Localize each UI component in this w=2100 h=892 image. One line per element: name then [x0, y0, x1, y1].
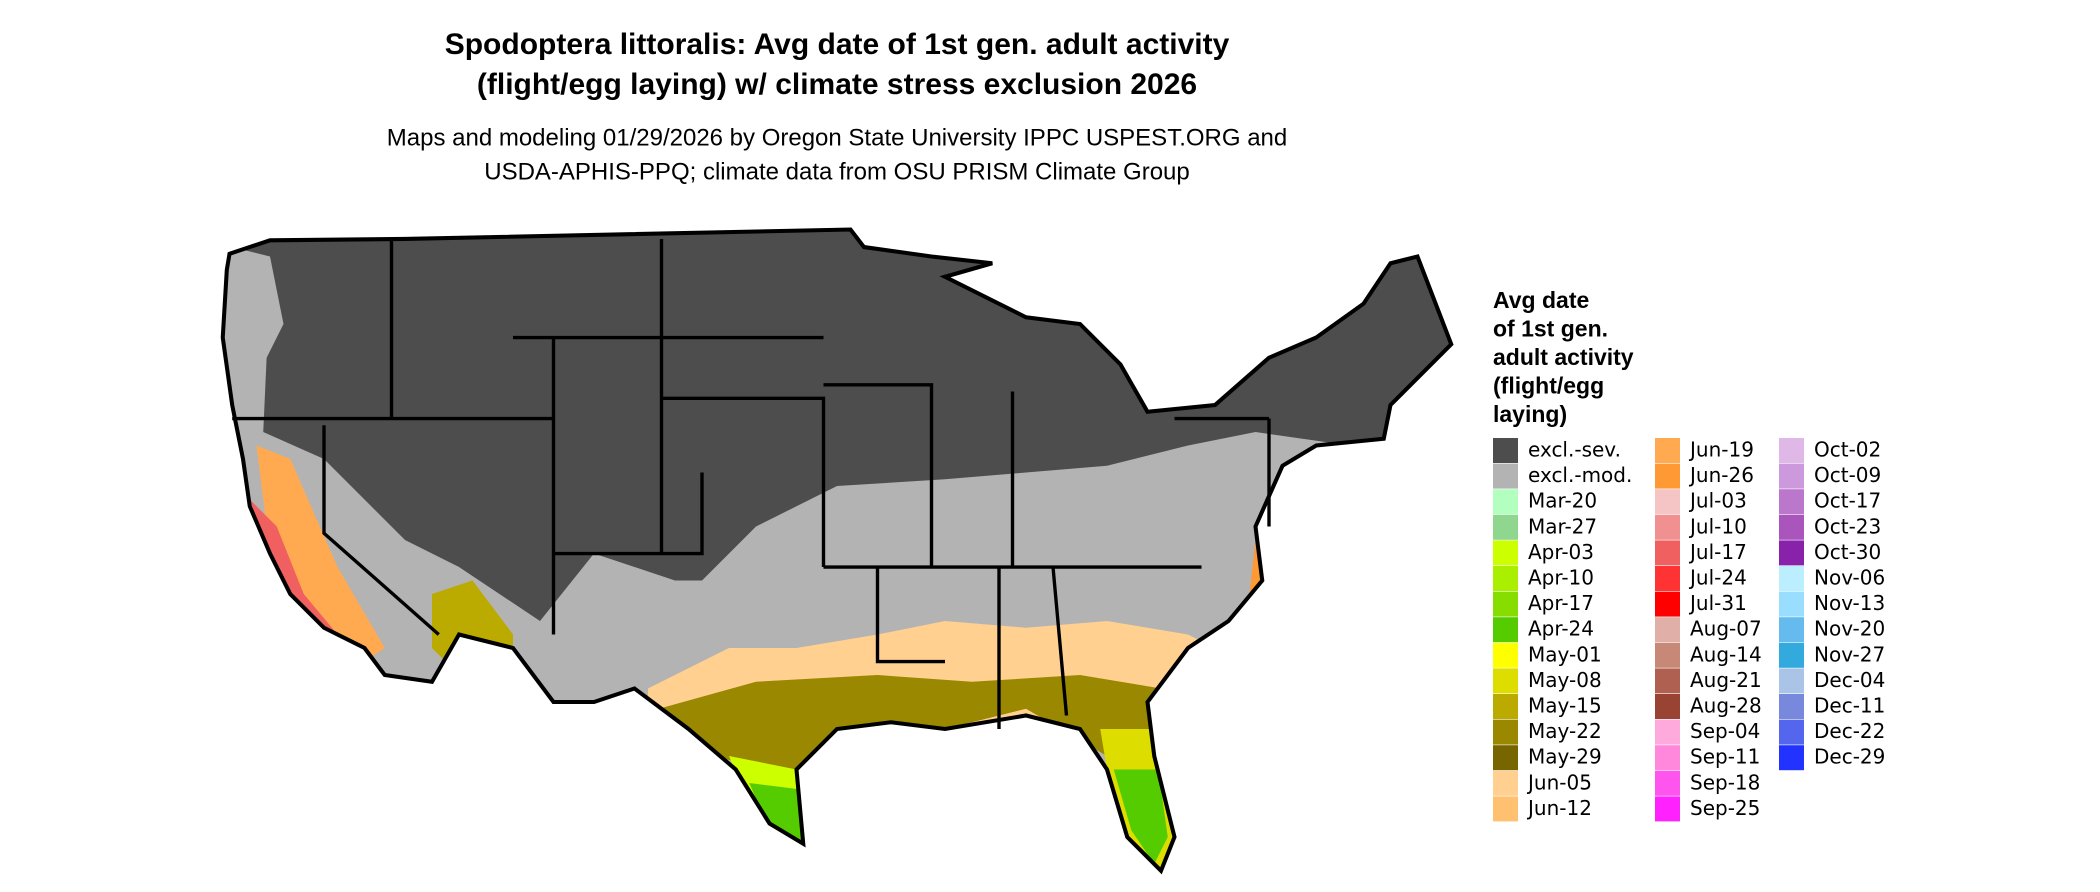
legend-swatch	[1493, 796, 1518, 822]
legend-label: Dec-11	[1814, 694, 1885, 718]
legend-swatch	[1655, 489, 1680, 515]
legend-label: Jun-19	[1688, 438, 1754, 462]
legend-swatch	[1655, 540, 1680, 566]
legend-title: adult activity	[1493, 344, 1634, 370]
legend-swatch	[1779, 514, 1804, 540]
legend-swatch	[1655, 617, 1680, 643]
title: Spodoptera littoralis: Avg date of 1st g…	[445, 28, 1230, 61]
legend-label: Nov-13	[1814, 591, 1885, 615]
legend-label: Sep-04	[1690, 719, 1760, 743]
legend-label: Jun-05	[1526, 770, 1592, 794]
legend-swatch	[1779, 438, 1804, 463]
legend-title: of 1st gen.	[1493, 316, 1608, 342]
legend-swatch	[1655, 668, 1680, 694]
legend-swatch	[1655, 745, 1680, 771]
legend-swatch	[1655, 694, 1680, 719]
legend-label: Mar-20	[1528, 489, 1597, 513]
legend-label: Jul-24	[1688, 566, 1747, 590]
legend-swatch	[1493, 438, 1518, 463]
legend-swatch	[1655, 796, 1680, 822]
legend-swatch	[1779, 719, 1804, 745]
legend-title: laying)	[1493, 401, 1567, 427]
legend-label: May-22	[1528, 719, 1602, 743]
legend-label: Jun-12	[1526, 796, 1592, 820]
legend-swatch	[1493, 463, 1518, 489]
legend-label: Apr-03	[1528, 540, 1594, 564]
legend-swatch	[1493, 770, 1518, 796]
legend-label: Oct-17	[1814, 489, 1881, 513]
legend-label: May-01	[1528, 642, 1602, 666]
legend-label: May-15	[1528, 694, 1602, 718]
legend-swatch	[1655, 719, 1680, 745]
legend-title: Avg date	[1493, 287, 1589, 313]
legend-label: Sep-11	[1690, 745, 1760, 769]
legend-swatch	[1779, 617, 1804, 643]
legend-label: Dec-29	[1814, 745, 1885, 769]
legend-swatch	[1493, 617, 1518, 643]
legend-swatch	[1779, 642, 1804, 668]
legend-swatch	[1655, 438, 1680, 463]
legend-label: Nov-27	[1814, 642, 1885, 666]
legend-swatch	[1779, 489, 1804, 515]
legend-swatch	[1493, 745, 1518, 771]
legend-title: (flight/egg	[1493, 373, 1604, 399]
state-lines	[232, 238, 1271, 730]
legend-swatch	[1779, 566, 1804, 591]
legend-label: Jul-17	[1688, 540, 1747, 564]
legend-swatch	[1655, 514, 1680, 540]
legend-label: Oct-09	[1814, 463, 1881, 487]
legend-label: Oct-02	[1814, 438, 1881, 462]
legend-label: Oct-30	[1814, 540, 1881, 564]
legend-label: excl.-mod.	[1528, 463, 1632, 487]
subtitle: Maps and modeling 01/29/2026 by Oregon S…	[387, 124, 1287, 151]
legend-swatch	[1655, 770, 1680, 796]
legend-label: Dec-04	[1814, 668, 1885, 692]
legend-label: Jun-26	[1688, 463, 1754, 487]
legend-swatch	[1779, 591, 1804, 617]
legend-swatch	[1493, 591, 1518, 617]
legend-swatch	[1655, 463, 1680, 489]
legend-swatch	[1779, 694, 1804, 719]
legend-label: Jul-31	[1688, 591, 1747, 615]
legend-swatch	[1779, 463, 1804, 489]
legend-swatch	[1779, 540, 1804, 566]
legend-label: Sep-18	[1690, 770, 1760, 794]
legend-label: Aug-07	[1690, 617, 1762, 641]
legend-swatch	[1493, 514, 1518, 540]
legend-swatch	[1779, 668, 1804, 694]
legend-swatch	[1655, 566, 1680, 591]
legend-swatch	[1655, 642, 1680, 668]
legend-label: Nov-06	[1814, 566, 1885, 590]
legend-label: excl.-sev.	[1528, 438, 1621, 462]
legend-label: Sep-25	[1690, 796, 1760, 820]
legend-label: Jul-10	[1688, 514, 1747, 538]
legend-label: Mar-27	[1528, 514, 1597, 538]
title: (flight/egg laying) w/ climate stress ex…	[477, 68, 1197, 101]
legend-swatch	[1493, 642, 1518, 668]
legend-label: Oct-23	[1814, 514, 1881, 538]
legend-label: Aug-21	[1690, 668, 1762, 692]
legend-label: May-08	[1528, 668, 1602, 692]
legend-label: Apr-10	[1528, 566, 1594, 590]
legend: Avg date of 1st gen.adult activity (flight…	[1493, 287, 1885, 822]
legend-swatch	[1493, 719, 1518, 745]
legend-swatch	[1779, 745, 1804, 771]
legend-swatch	[1655, 591, 1680, 617]
legend-label: Jul-03	[1688, 489, 1747, 513]
legend-label: Nov-20	[1814, 617, 1885, 641]
legend-swatch	[1493, 489, 1518, 515]
map	[220, 227, 1454, 875]
legend-label: Dec-22	[1814, 719, 1885, 743]
legend-swatch	[1493, 694, 1518, 719]
legend-label: Aug-14	[1690, 642, 1762, 666]
legend-label: Apr-24	[1528, 617, 1594, 641]
legend-label: May-29	[1528, 745, 1602, 769]
legend-label: Apr-17	[1528, 591, 1594, 615]
legend-swatch	[1493, 540, 1518, 566]
legend-label: Aug-28	[1690, 694, 1762, 718]
legend-swatch	[1493, 566, 1518, 591]
subtitle: USDA-APHIS-PPQ; climate data from OSU PR…	[484, 158, 1190, 185]
legend-swatch	[1493, 668, 1518, 694]
